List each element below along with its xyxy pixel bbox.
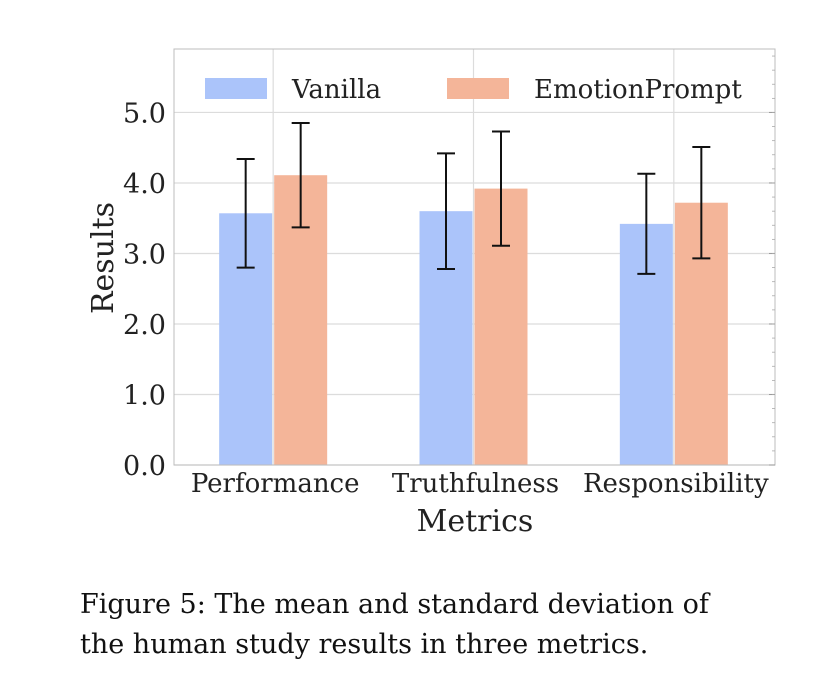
x-tick-label: Performance	[191, 469, 360, 499]
y-tick-label: 4.0	[123, 169, 166, 200]
y-tick-label: 5.0	[123, 98, 166, 129]
legend-label-emotionprompt: EmotionPrompt	[534, 75, 742, 105]
x-axis-label: Metrics	[417, 504, 534, 539]
legend-swatch-vanilla	[205, 78, 267, 99]
x-tick-label: Truthfulness	[392, 469, 559, 499]
figure-caption: Figure 5: The mean and standard deviatio…	[80, 585, 810, 665]
y-tick-label: 2.0	[123, 310, 166, 341]
y-axis-label: Results	[86, 202, 121, 314]
y-tick-label: 0.0	[123, 451, 166, 482]
caption-line-2: the human study results in three metrics…	[80, 629, 649, 660]
plot-frame	[173, 48, 776, 466]
x-tick-label: Responsibility	[583, 469, 769, 499]
error-bars-group	[236, 122, 711, 275]
bar-chart: 0.0 1.0 2.0 3.0 4.0 5.0 Performance Truthfulne…	[86, 48, 776, 539]
y-axis-ticks: 0.0 1.0 2.0 3.0 4.0 5.0	[123, 55, 775, 482]
y-tick-label: 1.0	[123, 380, 166, 411]
y-tick-label: 3.0	[123, 239, 166, 270]
legend: Vanilla EmotionPrompt	[205, 75, 742, 105]
legend-label-vanilla: Vanilla	[291, 75, 381, 105]
legend-swatch-emotionprompt	[447, 78, 509, 99]
x-axis-ticks: Performance Truthfulness Responsibility	[191, 469, 769, 499]
caption-line-1: Figure 5: The mean and standard deviatio…	[80, 589, 709, 620]
